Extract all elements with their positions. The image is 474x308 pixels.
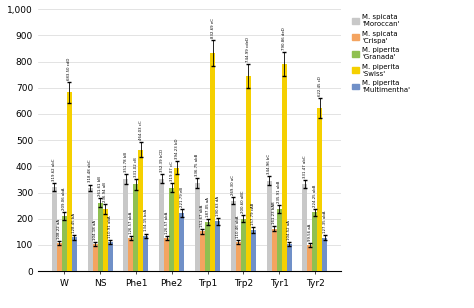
Bar — [318, 108, 322, 271]
Bar — [138, 150, 144, 271]
Text: 344.96 bC: 344.96 bC — [267, 154, 271, 174]
Text: 464.03 cC: 464.03 cC — [139, 120, 143, 140]
Bar — [102, 209, 108, 271]
Text: 331.47 abC: 331.47 abC — [303, 155, 307, 178]
Bar — [144, 236, 148, 271]
Text: 134.15 bcA: 134.15 bcA — [144, 209, 148, 232]
Text: 236.94 aB: 236.94 aB — [103, 182, 107, 202]
Bar — [277, 209, 282, 271]
Text: 157.79 cAB: 157.79 cAB — [251, 202, 255, 225]
Bar — [133, 184, 138, 271]
Bar — [72, 237, 77, 271]
Text: 200.60 aBC: 200.60 aBC — [241, 190, 246, 213]
Text: 318.48 abC: 318.48 abC — [88, 160, 92, 182]
Bar — [272, 229, 277, 271]
Text: 683.50 cdD: 683.50 cdD — [67, 57, 71, 79]
Text: 261.61 bB: 261.61 bB — [98, 176, 102, 196]
Text: 832.69 eC: 832.69 eC — [210, 18, 215, 38]
Text: 128.45 bA: 128.45 bA — [72, 213, 76, 233]
Text: 331.02 cB: 331.02 cB — [134, 157, 138, 177]
Legend: M. spicata
'Moroccan', M. spicata
'Crispa', M. piperita
'Granada', M. piperita
': M. spicata 'Moroccan', M. spicata 'Crisp… — [351, 13, 411, 94]
Bar — [169, 188, 174, 271]
Text: 161.23 bAB: 161.23 bAB — [272, 202, 276, 225]
Bar — [128, 238, 133, 271]
Bar — [159, 179, 164, 271]
Bar — [302, 184, 308, 271]
Text: 99.56 aA: 99.56 aA — [308, 224, 312, 241]
Bar — [174, 168, 179, 271]
Bar — [287, 244, 292, 271]
Text: 127.35 abA: 127.35 abA — [323, 211, 327, 233]
Text: 790.86 deD: 790.86 deD — [282, 27, 286, 50]
Text: 126.57 abA: 126.57 abA — [164, 212, 169, 234]
Text: 190.63 dA: 190.63 dA — [216, 196, 219, 216]
Bar — [241, 218, 246, 271]
Bar — [312, 212, 318, 271]
Bar — [282, 64, 287, 271]
Bar — [179, 213, 184, 271]
Bar — [123, 179, 128, 271]
Text: 209.06 abA: 209.06 abA — [62, 188, 66, 210]
Text: 224.25 abB: 224.25 abB — [313, 184, 317, 207]
Bar — [205, 222, 210, 271]
Bar — [67, 92, 72, 271]
Bar — [164, 238, 169, 271]
Text: 622.45 cD: 622.45 cD — [318, 76, 322, 96]
Text: 235.91 abB: 235.91 abB — [277, 180, 281, 203]
Bar — [251, 230, 256, 271]
Bar — [308, 245, 312, 271]
Bar — [98, 203, 102, 271]
Text: 110.91 abA: 110.91 abA — [108, 215, 112, 238]
Bar — [210, 53, 215, 271]
Bar — [215, 221, 220, 271]
Bar — [92, 244, 98, 271]
Bar — [236, 242, 241, 271]
Text: 352.39 bCD: 352.39 bCD — [160, 149, 164, 172]
Text: 108.22 aA: 108.22 aA — [57, 218, 61, 238]
Text: 319.62 abC: 319.62 abC — [52, 159, 56, 181]
Text: 110.46 abA: 110.46 abA — [237, 216, 240, 238]
Text: 351.78 bB: 351.78 bB — [124, 152, 128, 172]
Bar — [57, 243, 62, 271]
Bar — [62, 216, 67, 271]
Text: 394.23 bD: 394.23 bD — [175, 139, 179, 159]
Bar — [52, 187, 57, 271]
Bar — [108, 242, 113, 271]
Text: 151.67 abA: 151.67 abA — [201, 205, 204, 227]
Bar — [195, 183, 200, 271]
Bar — [88, 188, 92, 271]
Text: 319.07 cC: 319.07 cC — [170, 161, 173, 181]
Bar — [246, 76, 251, 271]
Bar — [266, 181, 272, 271]
Text: 104.52 aA: 104.52 aA — [287, 220, 291, 240]
Text: 126.57 abA: 126.57 abA — [129, 212, 133, 234]
Text: 187.05 aA: 187.05 aA — [206, 197, 210, 217]
Bar — [200, 231, 205, 271]
Text: 336.75 abB: 336.75 abB — [195, 154, 200, 176]
Text: 744.99 cdeD: 744.99 cdeD — [246, 37, 250, 62]
Text: 269.30 aC: 269.30 aC — [231, 175, 235, 195]
Bar — [322, 238, 328, 271]
Text: 221.79 eB: 221.79 eB — [180, 187, 184, 207]
Bar — [231, 201, 236, 271]
Text: 104.18 aA: 104.18 aA — [93, 220, 97, 240]
